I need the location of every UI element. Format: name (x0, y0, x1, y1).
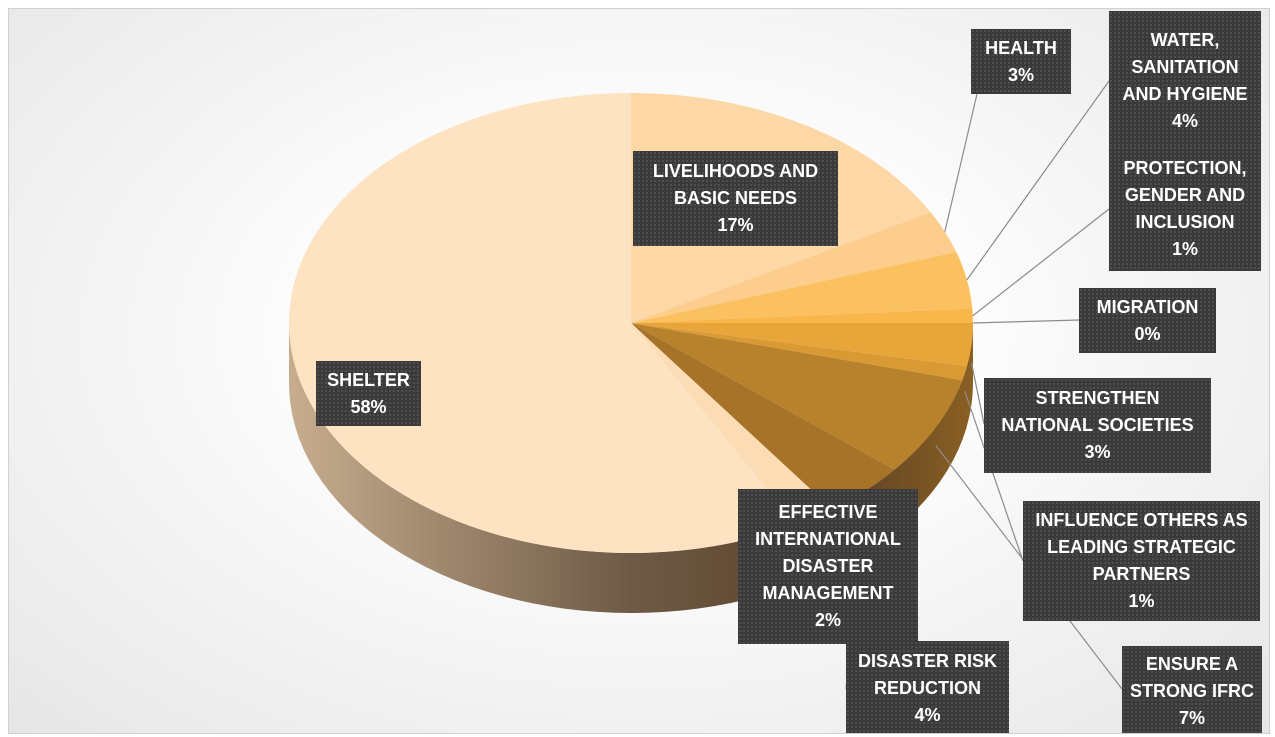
data-label: LIVELIHOODS AND BASIC NEEDS 17% (633, 151, 838, 246)
pie-slice (288, 93, 796, 553)
data-label: HEALTH 3% (971, 29, 1071, 94)
leader-line (972, 208, 1110, 317)
data-label: SHELTER 58% (316, 361, 421, 426)
data-label: PROTECTION, GENDER AND INCLUSION 1% (1109, 146, 1261, 271)
label-category: WATER, SANITATION AND HYGIENE (1122, 30, 1248, 104)
data-label: STRENGTHEN NATIONAL SOCIETIES 3% (984, 378, 1211, 473)
pie-slice (631, 323, 895, 510)
leader-line (964, 390, 1024, 562)
label-category: ENSURE A STRONG IFRC (1130, 653, 1254, 701)
pie-slice (631, 323, 833, 525)
label-value: 17% (717, 215, 754, 235)
data-label: EFFECTIVE INTERNATIONAL DISASTER MANAGEM… (738, 489, 918, 644)
pie-slice (631, 251, 973, 323)
label-category: INFLUENCE OTHERS AS LEADING STRATEGIC PA… (1035, 510, 1248, 584)
label-value: 58% (350, 396, 387, 417)
data-label: WATER, SANITATION AND HYGIENE 4% (1109, 11, 1261, 151)
chart: LIVELIHOODS AND BASIC NEEDS 17% HEALTH 3% WA… (8, 8, 1270, 734)
data-label: ENSURE A STRONG IFRC 7% (1122, 646, 1262, 733)
data-label: DISASTER RISK REDUCTION 4% (846, 641, 1009, 733)
pie-slice (631, 323, 973, 367)
data-label: MIGRATION 0% (1079, 288, 1216, 353)
label-category: EFFECTIVE INTERNATIONAL DISASTER MANAGEM… (755, 502, 901, 603)
pie-slice (631, 308, 973, 323)
label-value: 0% (1134, 323, 1161, 344)
label-value: 4% (1171, 111, 1198, 131)
label-value: 4% (914, 705, 941, 725)
leader-line (966, 80, 1110, 281)
label-category: SHELTER (327, 369, 410, 390)
data-label: INFLUENCE OTHERS AS LEADING STRATEGIC PA… (1023, 501, 1260, 621)
label-category: MIGRATION (1096, 296, 1199, 317)
label-value: 3% (1084, 442, 1111, 462)
label-category: LIVELIHOODS AND BASIC NEEDS (652, 161, 819, 208)
label-value: 3% (1007, 64, 1034, 85)
label-value: 1% (1128, 591, 1155, 611)
label-category: DISASTER RISK REDUCTION (857, 651, 998, 698)
label-value: 2% (814, 610, 841, 630)
leader-line (970, 362, 985, 425)
pie-chart (288, 63, 1123, 690)
label-value: 7% (1178, 707, 1205, 728)
label-category: STRENGTHEN NATIONAL SOCIETIES (1001, 388, 1194, 435)
pie-slice (631, 323, 967, 381)
pie-slice (631, 323, 963, 470)
leader-line (972, 319, 1080, 324)
pie-slice (631, 212, 957, 323)
label-value: 1% (1171, 238, 1198, 259)
label-category: PROTECTION, GENDER AND INCLUSION (1123, 157, 1247, 232)
label-category: HEALTH (985, 37, 1057, 58)
